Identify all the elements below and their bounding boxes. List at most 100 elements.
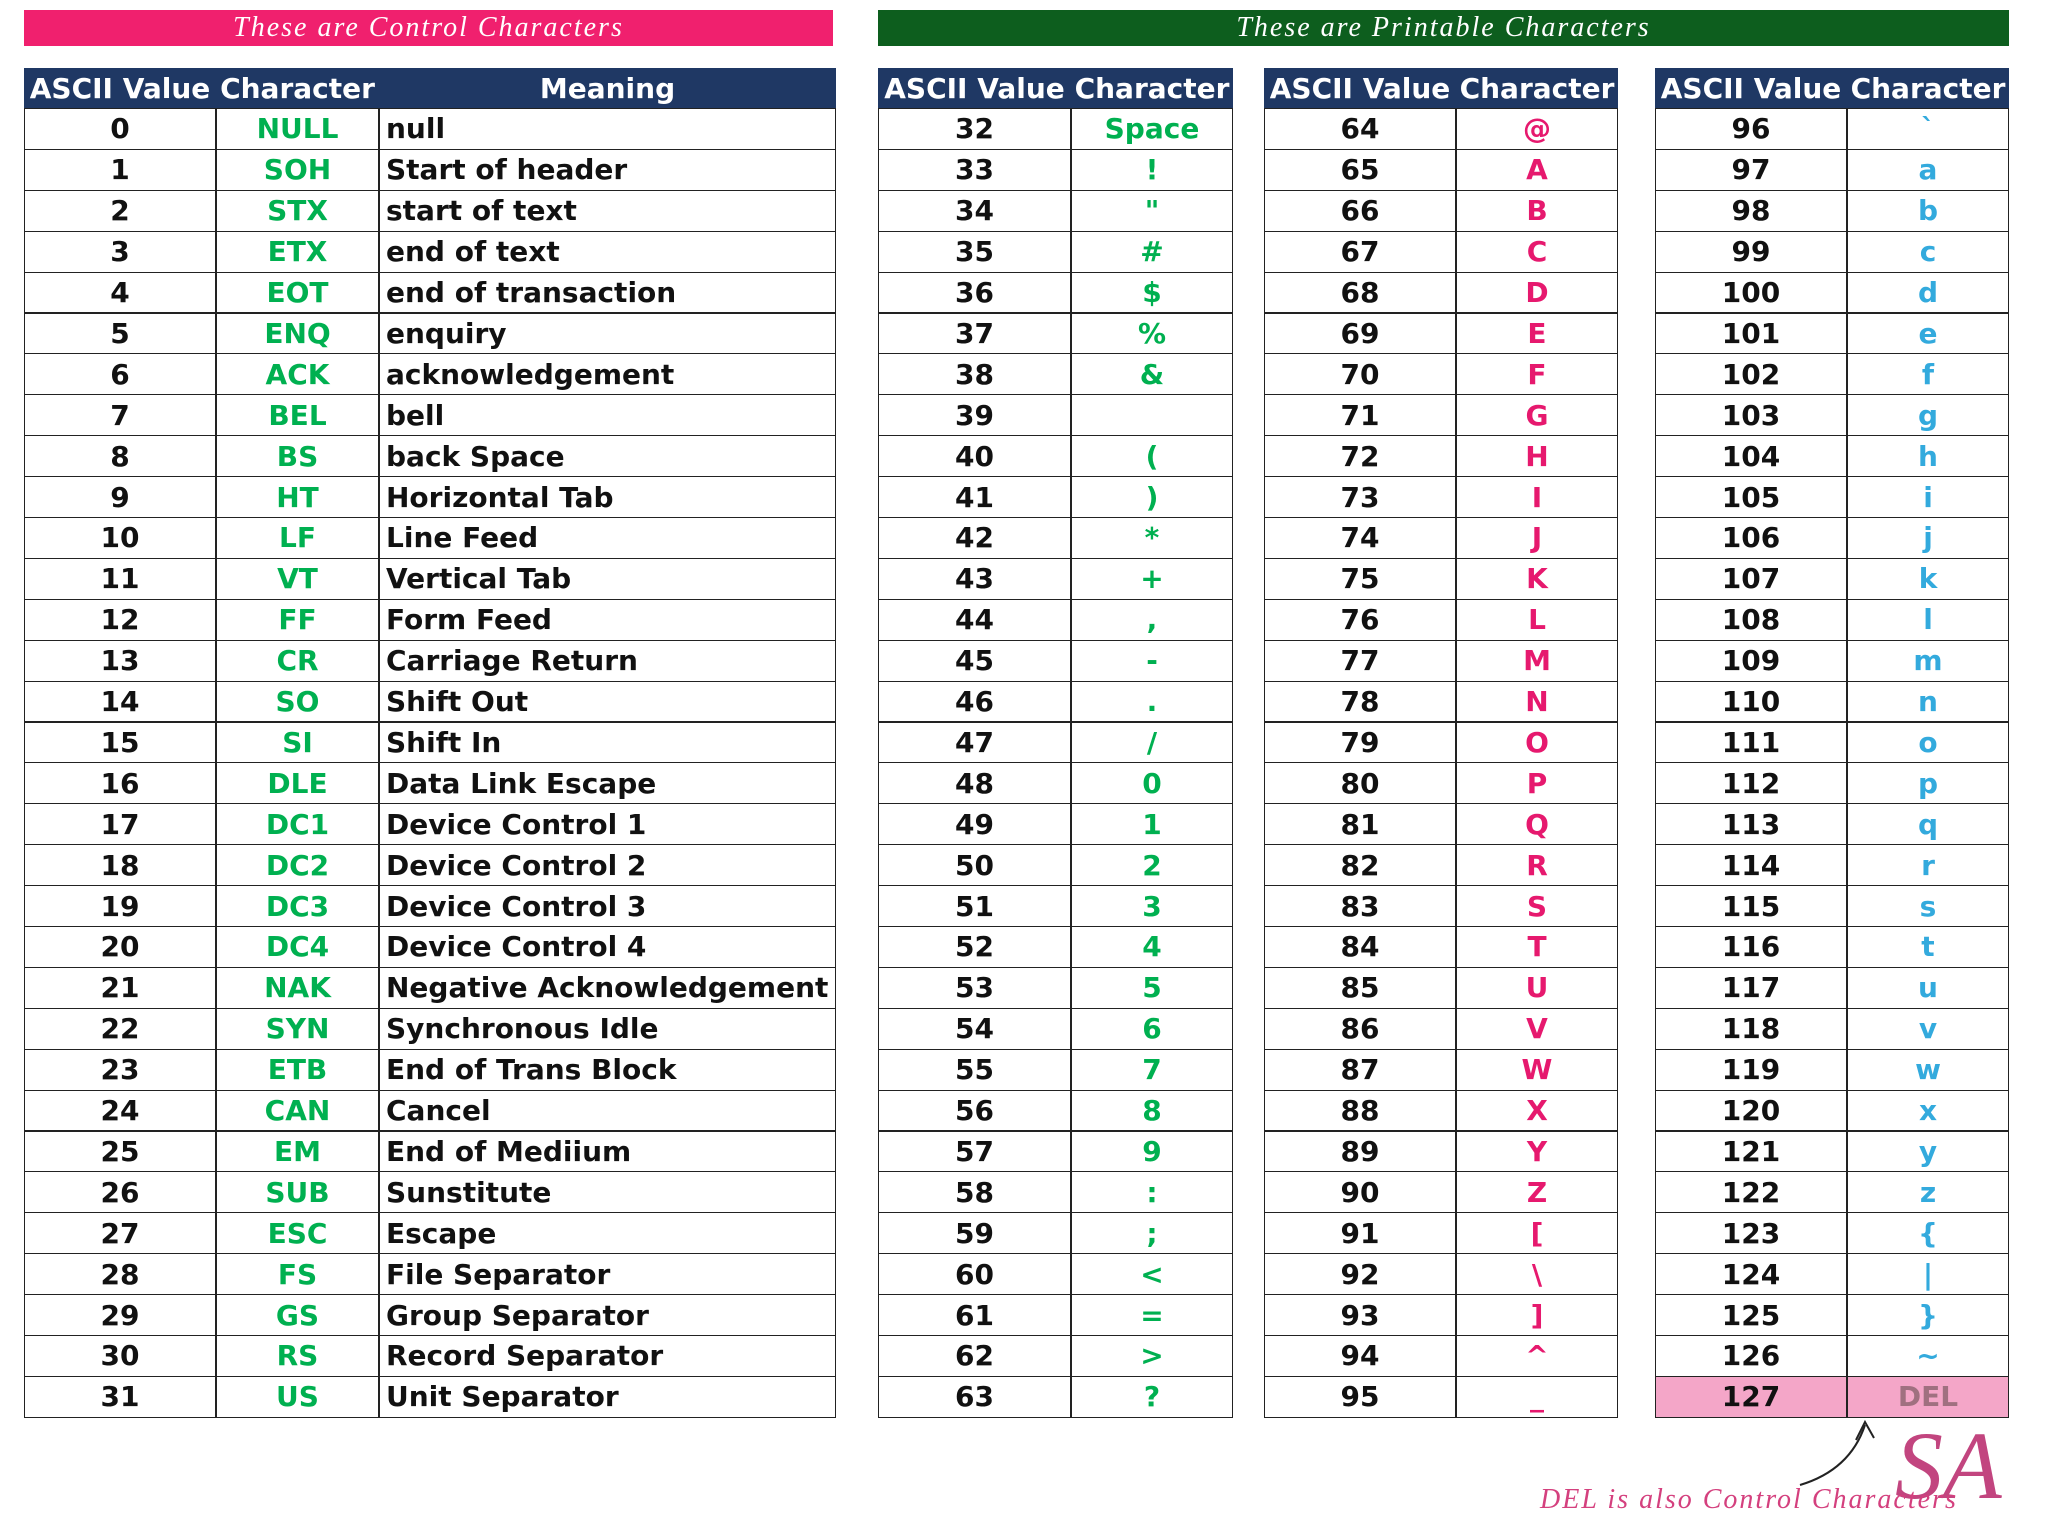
character: H xyxy=(1456,435,1618,478)
header-cell: Character xyxy=(1456,68,1618,108)
character: v xyxy=(1847,1007,2009,1050)
character: Space xyxy=(1071,108,1233,150)
character: ^ xyxy=(1456,1335,1618,1377)
ascii-value: 1 xyxy=(24,148,216,191)
ascii-value: 110 xyxy=(1655,680,1847,723)
ascii-value: 30 xyxy=(24,1335,216,1377)
ascii-value: 47 xyxy=(878,721,1071,764)
arrow xyxy=(1799,1419,1875,1486)
character: < xyxy=(1071,1253,1233,1296)
ascii-value: 48 xyxy=(878,762,1071,805)
character: L xyxy=(1456,598,1618,641)
ascii-value: 37 xyxy=(878,312,1071,355)
ascii-value: 113 xyxy=(1655,803,1847,846)
ascii-value: 12 xyxy=(24,598,216,641)
ascii-value: 3 xyxy=(24,230,216,273)
ascii-value: 50 xyxy=(878,844,1071,887)
ascii-value: 25 xyxy=(24,1130,216,1173)
character: M xyxy=(1456,639,1618,682)
character: S xyxy=(1456,885,1618,927)
character: CAN xyxy=(216,1089,379,1132)
character: f xyxy=(1847,353,2009,396)
meaning: Record Separator xyxy=(379,1335,836,1377)
ascii-value: 32 xyxy=(878,108,1071,150)
character: | xyxy=(1847,1253,2009,1296)
character: + xyxy=(1071,557,1233,600)
character: % xyxy=(1071,312,1233,355)
meaning: Unit Separator xyxy=(379,1375,836,1418)
character: 4 xyxy=(1071,926,1233,968)
meaning: enquiry xyxy=(379,312,836,355)
character: @ xyxy=(1456,108,1618,150)
character: GS xyxy=(216,1294,379,1336)
character: 7 xyxy=(1071,1048,1233,1091)
ascii-value: 46 xyxy=(878,680,1071,723)
character: G xyxy=(1456,394,1618,437)
ascii-value: 88 xyxy=(1264,1089,1456,1132)
ascii-value: 75 xyxy=(1264,557,1456,600)
character: u xyxy=(1847,966,2009,1009)
ascii-value: 45 xyxy=(878,639,1071,682)
ascii-value: 56 xyxy=(878,1089,1071,1132)
ascii-value: 112 xyxy=(1655,762,1847,805)
header-cell: ASCII Value xyxy=(1264,68,1456,108)
character: 5 xyxy=(1071,966,1233,1009)
ascii-value: 44 xyxy=(878,598,1071,641)
character: F xyxy=(1456,353,1618,396)
character: E xyxy=(1456,312,1618,355)
character: k xyxy=(1847,557,2009,600)
ascii-value: 93 xyxy=(1264,1294,1456,1336)
character: FF xyxy=(216,598,379,641)
ascii-value: 94 xyxy=(1264,1335,1456,1377)
character: X xyxy=(1456,1089,1618,1132)
character: US xyxy=(216,1375,379,1418)
ascii-value: 86 xyxy=(1264,1007,1456,1050)
ascii-value: 116 xyxy=(1655,926,1847,968)
character: R xyxy=(1456,844,1618,887)
character: V xyxy=(1456,1007,1618,1050)
ascii-value: 92 xyxy=(1264,1253,1456,1296)
ascii-value: 76 xyxy=(1264,598,1456,641)
character: FS xyxy=(216,1253,379,1296)
ascii-value: 72 xyxy=(1264,435,1456,478)
character: y xyxy=(1847,1130,2009,1173)
ascii-value: 127 xyxy=(1655,1375,1847,1418)
character: r xyxy=(1847,844,2009,887)
ascii-value: 27 xyxy=(24,1212,216,1255)
meaning: end of transaction xyxy=(379,271,836,314)
character: C xyxy=(1456,230,1618,273)
ascii-value: 101 xyxy=(1655,312,1847,355)
character: ~ xyxy=(1847,1335,2009,1377)
ascii-value: 67 xyxy=(1264,230,1456,273)
ascii-value: 118 xyxy=(1655,1007,1847,1050)
character: DEL xyxy=(1847,1375,2009,1418)
ascii-value: 22 xyxy=(24,1007,216,1050)
meaning: Group Separator xyxy=(379,1294,836,1336)
character: CR xyxy=(216,639,379,682)
character: STX xyxy=(216,189,379,232)
ascii-value: 119 xyxy=(1655,1048,1847,1091)
character: K xyxy=(1456,557,1618,600)
meaning: Data Link Escape xyxy=(379,762,836,805)
ascii-value: 123 xyxy=(1655,1212,1847,1255)
ascii-value: 84 xyxy=(1264,926,1456,968)
ascii-value: 17 xyxy=(24,803,216,846)
character: _ xyxy=(1456,1375,1618,1418)
character: , xyxy=(1071,598,1233,641)
character: Z xyxy=(1456,1171,1618,1214)
ascii-value: 122 xyxy=(1655,1171,1847,1214)
ascii-value: 121 xyxy=(1655,1130,1847,1173)
ascii-value: 79 xyxy=(1264,721,1456,764)
character: 8 xyxy=(1071,1089,1233,1132)
character: EOT xyxy=(216,271,379,314)
character: * xyxy=(1071,517,1233,559)
ascii-value: 104 xyxy=(1655,435,1847,478)
character: DC1 xyxy=(216,803,379,846)
character: SI xyxy=(216,721,379,764)
character: z xyxy=(1847,1171,2009,1214)
character: ; xyxy=(1071,1212,1233,1255)
meaning: acknowledgement xyxy=(379,353,836,396)
header-cell: Meaning xyxy=(379,68,836,108)
meaning: back Space xyxy=(379,435,836,478)
character: . xyxy=(1071,680,1233,723)
